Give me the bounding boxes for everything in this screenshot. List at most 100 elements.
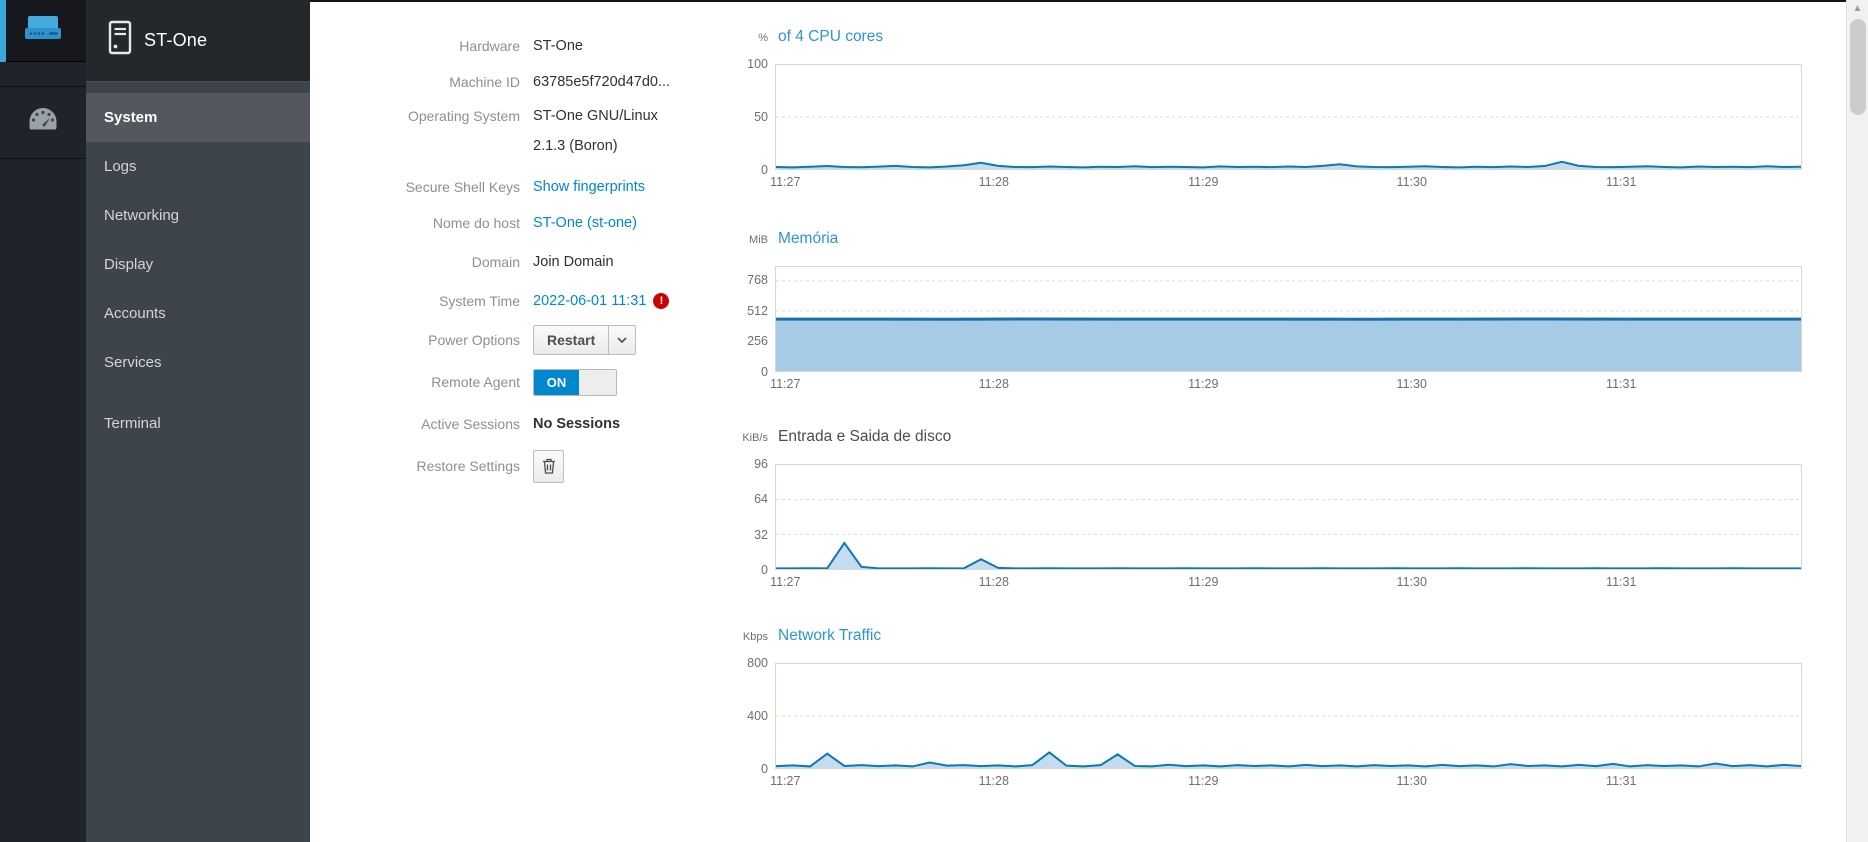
sidebar-item-terminal[interactable]: Terminal — [104, 415, 161, 432]
x-tick-label: 11:28 — [978, 575, 1009, 589]
y-tick-label: 50 — [754, 110, 768, 124]
field-label: Domain — [471, 254, 520, 270]
field-label: Nome do host — [432, 215, 520, 231]
x-tick-label: 11:31 — [1606, 774, 1637, 788]
network-y-axis: 800 400 0 — [720, 656, 768, 776]
cpu-x-axis: 11:27 11:28 11:29 11:30 11:31 — [770, 175, 1802, 191]
x-tick-label: 11:29 — [1188, 175, 1219, 189]
x-tick-label: 11:31 — [1606, 377, 1637, 391]
x-tick-label: 11:31 — [1606, 575, 1637, 589]
app-title: ST-One — [144, 30, 208, 50]
field-label: Restore Settings — [416, 458, 521, 474]
machine-icon — [22, 13, 64, 48]
disk-unit-label: KiB/s — [742, 432, 768, 444]
dashboard-tab[interactable] — [0, 86, 86, 159]
chevron-down-icon — [617, 337, 627, 343]
hardware-row: Hardware ST-One — [310, 28, 740, 64]
machine-icon-strip — [0, 0, 86, 842]
system-page: Hardware ST-One Machine ID 63785e5f720d4… — [310, 0, 1846, 842]
disk-x-axis: 11:27 11:28 11:29 11:30 11:31 — [770, 575, 1802, 591]
memory-unit-label: MiB — [749, 234, 768, 246]
cpu-chart: % of 4 CPU cores 100 50 0 11:27 11:28 11:29 1… — [720, 28, 1802, 200]
os-name: ST-One GNU/Linux — [533, 108, 658, 124]
scrollbar-thumb[interactable] — [1850, 19, 1866, 115]
sidebar-item-display[interactable]: Display — [104, 256, 154, 273]
y-tick-label: 512 — [747, 303, 768, 318]
y-tick-label: 100 — [747, 57, 768, 71]
server-icon — [107, 20, 133, 61]
memory-y-axis: 768 512 256 0 — [720, 266, 768, 379]
brand-header: ST-One — [86, 0, 310, 82]
x-tick-label: 11:31 — [1606, 175, 1637, 189]
page-scrollbar: ▲ — [1846, 0, 1868, 842]
x-tick-label: 11:29 — [1188, 774, 1219, 788]
restart-button[interactable]: Restart — [533, 325, 610, 355]
sidebar-item-accounts[interactable]: Accounts — [104, 305, 166, 322]
sidebar-item-logs[interactable]: Logs — [104, 158, 137, 175]
y-tick-label: 256 — [747, 334, 768, 349]
system-info-panel: Hardware ST-One Machine ID 63785e5f720d4… — [310, 28, 740, 487]
cpu-y-axis: 100 50 0 — [720, 57, 768, 177]
power-dropdown-caret[interactable] — [609, 325, 637, 355]
join-domain-link[interactable]: Join Domain — [533, 254, 614, 270]
memory-x-axis: 11:27 11:28 11:29 11:30 11:31 — [770, 377, 1802, 393]
x-tick-label: 11:28 — [978, 175, 1009, 189]
show-fingerprints-link[interactable]: Show fingerprints — [533, 179, 646, 195]
sidebar-item-system[interactable]: System — [86, 93, 310, 142]
disk-io-chart: KiB/s Entrada e Saida de disco 96 64 32 0 1… — [720, 428, 1802, 600]
active-sessions-value: No Sessions — [533, 416, 621, 432]
remote-agent-row: Remote Agent ON — [310, 361, 740, 403]
sidebar-item-services[interactable]: Services — [104, 354, 162, 371]
toggle-off-half — [579, 369, 616, 395]
chart-canvas — [776, 664, 1801, 768]
active-machine-accent-bar — [0, 0, 6, 62]
active-sessions-row: Active Sessions No Sessions — [310, 403, 740, 445]
x-tick-label: 11:27 — [770, 377, 801, 391]
memory-plot-area — [775, 266, 1802, 372]
hostname-link[interactable]: ST-One (st-one) — [533, 215, 637, 231]
field-label: Hardware — [459, 38, 520, 54]
x-tick-label: 11:29 — [1188, 575, 1219, 589]
machine-tab[interactable] — [0, 0, 86, 62]
trash-icon — [542, 458, 555, 474]
nav-list: System Logs Networking Display Accounts … — [86, 93, 310, 448]
network-plot-area — [775, 663, 1802, 769]
sidebar-item-networking[interactable]: Networking — [104, 207, 180, 224]
hostname-row: Nome do host ST-One (st-one) — [310, 205, 740, 241]
x-tick-label: 11:30 — [1396, 175, 1427, 189]
power-split-button: Restart — [533, 325, 637, 355]
chart-canvas — [776, 65, 1801, 169]
y-tick-label: 768 — [747, 273, 768, 288]
x-tick-label: 11:27 — [770, 575, 801, 589]
cpu-plot-area — [775, 64, 1802, 170]
power-options-row: Power Options Restart — [310, 319, 740, 361]
cpu-chart-title[interactable]: of 4 CPU cores — [778, 28, 884, 45]
dashboard-gauge-icon — [26, 105, 60, 140]
y-tick-label: 64 — [754, 492, 768, 507]
chart-canvas — [776, 267, 1801, 371]
restore-settings-button[interactable] — [533, 449, 564, 483]
x-tick-label: 11:29 — [1188, 377, 1219, 391]
network-chart: Kbps Network Traffic 800 400 0 11:27 11:28 1… — [720, 627, 1802, 799]
domain-row: Domain Join Domain — [310, 241, 740, 283]
x-tick-label: 11:30 — [1396, 377, 1427, 391]
sidebar: ST-One System Logs Networking Display Ac… — [86, 0, 310, 842]
y-tick-label: 0 — [761, 762, 768, 776]
top-border — [310, 0, 1846, 2]
x-tick-label: 11:27 — [770, 175, 801, 189]
memory-chart-title[interactable]: Memória — [778, 230, 839, 247]
machine-id-row: Machine ID 63785e5f720d47d0... — [310, 64, 740, 100]
remote-agent-toggle[interactable]: ON — [533, 368, 617, 396]
y-tick-label: 0 — [761, 365, 768, 379]
x-tick-label: 11:30 — [1396, 575, 1427, 589]
system-time-link[interactable]: 2022-06-01 11:31 — [533, 293, 647, 309]
operating-system-row: Operating System ST-One GNU/Linux 2.1.3 … — [310, 100, 740, 169]
y-tick-label: 0 — [761, 163, 768, 177]
network-chart-title[interactable]: Network Traffic — [778, 627, 882, 644]
scrollbar-up-arrow[interactable]: ▲ — [1852, 3, 1863, 14]
y-tick-label: 0 — [761, 563, 768, 577]
y-tick-label: 800 — [747, 656, 768, 670]
network-x-axis: 11:27 11:28 11:29 11:30 11:31 — [770, 774, 1802, 790]
x-tick-label: 11:27 — [770, 774, 801, 788]
memory-chart: MiB Memória 768 512 256 0 11:27 11:28 11:29 11… — [720, 230, 1802, 402]
